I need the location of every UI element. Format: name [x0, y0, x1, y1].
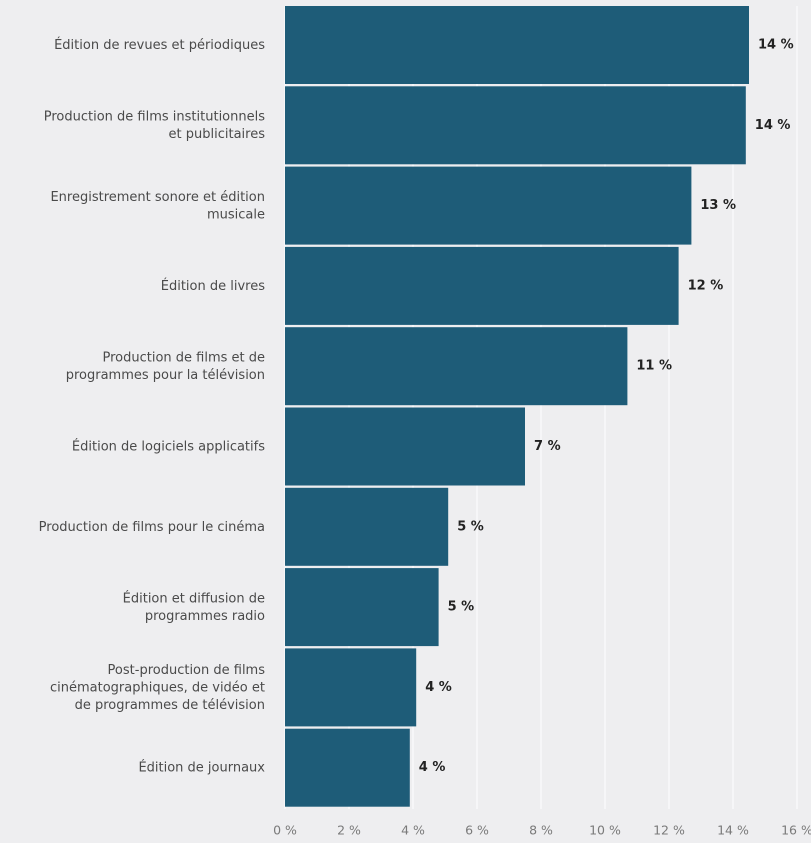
value-label: 4 %: [419, 760, 446, 775]
bar: [285, 86, 746, 165]
x-tick-label: 8 %: [529, 823, 553, 838]
bar: [285, 407, 525, 486]
bar: [285, 487, 449, 566]
value-label: 13 %: [700, 198, 736, 213]
value-label: 4 %: [425, 680, 452, 695]
category-label: Production de films pour le cinéma: [39, 519, 265, 534]
category-label: Édition de revues et périodiques: [54, 37, 265, 53]
category-label: Production de films institutionnels et pu…: [44, 109, 265, 142]
bar: [285, 246, 679, 325]
category-label: Édition et diffusion de programmes radio: [123, 590, 265, 624]
category-label: Édition de journaux: [138, 759, 265, 775]
value-label: 12 %: [688, 278, 724, 293]
category-label: Édition de livres: [161, 277, 265, 293]
x-tick-label: 2 %: [337, 823, 361, 838]
bar: [285, 728, 410, 807]
bar: [285, 166, 692, 245]
bar: [285, 648, 417, 727]
value-label: 5 %: [457, 519, 484, 534]
x-tick-label: 14 %: [717, 823, 749, 838]
bars: [285, 6, 749, 807]
value-labels: 14 % 14 % 13 % 12 % 11 % 7 % 5 % 5 % 4 % 4 %: [419, 38, 794, 776]
x-tick-label: 10 %: [589, 823, 621, 838]
value-label: 7 %: [534, 439, 561, 454]
x-tick-label: 0 %: [273, 823, 297, 838]
category-label: Enregistrement sonore et édition musicale: [50, 189, 265, 222]
bar: [285, 568, 439, 647]
bar: [285, 327, 628, 406]
category-label: Post-production de films cinématographiqu…: [50, 662, 265, 712]
x-tick-label: 16 %: [781, 823, 811, 838]
value-label: 14 %: [758, 38, 794, 53]
category-label: Production de films et de programmes pour…: [66, 350, 265, 383]
value-label: 11 %: [636, 359, 672, 374]
category-label: Édition de logiciels applicatifs: [72, 438, 265, 454]
x-tick-label: 12 %: [653, 823, 685, 838]
x-tick-label: 6 %: [465, 823, 489, 838]
value-label: 5 %: [448, 600, 475, 615]
value-label: 14 %: [755, 118, 791, 133]
bar: [285, 6, 749, 84]
x-tick-label: 4 %: [401, 823, 425, 838]
category-labels: Édition de revues et périodiques Producti…: [39, 37, 266, 776]
x-axis-ticks: 0 % 2 % 4 % 6 % 8 % 10 % 12 % 14 % 16 %: [273, 823, 811, 838]
